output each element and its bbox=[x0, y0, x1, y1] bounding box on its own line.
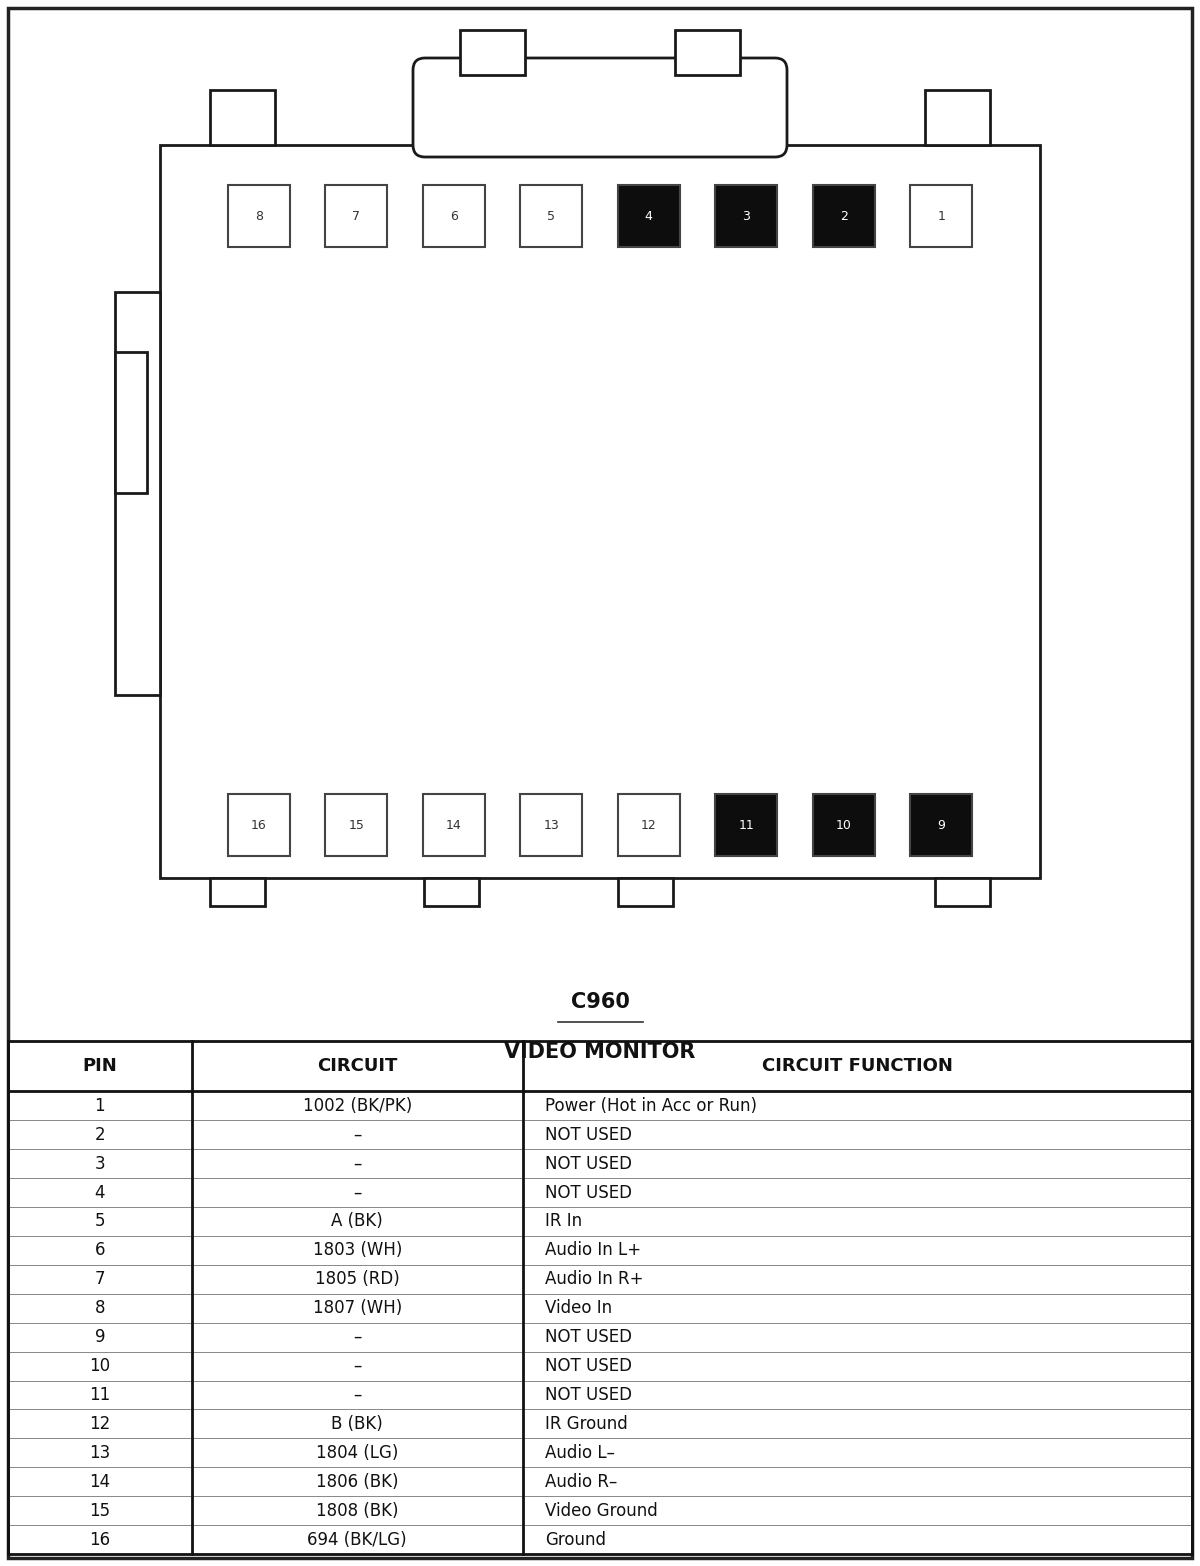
Bar bbox=[812, 185, 875, 247]
Bar bbox=[115, 352, 146, 493]
Text: 3: 3 bbox=[95, 1154, 106, 1173]
Text: 694 (BK/LG): 694 (BK/LG) bbox=[307, 1530, 407, 1549]
Text: 1805 (RD): 1805 (RD) bbox=[314, 1270, 400, 1289]
Text: –: – bbox=[353, 1328, 361, 1347]
Text: 1803 (WH): 1803 (WH) bbox=[312, 1242, 402, 1259]
Text: 1804 (LG): 1804 (LG) bbox=[316, 1444, 398, 1461]
Text: 1: 1 bbox=[95, 1096, 106, 1115]
Text: 1807 (WH): 1807 (WH) bbox=[313, 1300, 402, 1317]
Bar bbox=[715, 794, 778, 857]
Text: –: – bbox=[353, 1358, 361, 1375]
Text: Power (Hot in Acc or Run): Power (Hot in Acc or Run) bbox=[545, 1096, 757, 1115]
Text: 8: 8 bbox=[95, 1300, 106, 1317]
Bar bbox=[210, 89, 275, 146]
Text: 15: 15 bbox=[89, 1502, 110, 1519]
Bar bbox=[460, 30, 526, 75]
Text: Video Ground: Video Ground bbox=[545, 1502, 658, 1519]
Bar bbox=[911, 185, 972, 247]
Text: 1808 (BK): 1808 (BK) bbox=[316, 1502, 398, 1519]
Text: 12: 12 bbox=[641, 819, 656, 832]
Text: Video In: Video In bbox=[545, 1300, 612, 1317]
Text: IR In: IR In bbox=[545, 1212, 582, 1231]
Bar bbox=[325, 794, 388, 857]
Text: 6: 6 bbox=[450, 210, 457, 222]
Text: –: – bbox=[353, 1386, 361, 1405]
Text: NOT USED: NOT USED bbox=[545, 1126, 632, 1143]
Text: 7: 7 bbox=[95, 1270, 106, 1289]
Bar bbox=[674, 30, 740, 75]
Text: NOT USED: NOT USED bbox=[545, 1358, 632, 1375]
Bar bbox=[925, 89, 990, 146]
Text: B (BK): B (BK) bbox=[331, 1416, 383, 1433]
Bar bbox=[325, 185, 388, 247]
Text: 16: 16 bbox=[251, 819, 266, 832]
Text: 4: 4 bbox=[644, 210, 653, 222]
Bar bbox=[210, 879, 265, 907]
Text: 5: 5 bbox=[95, 1212, 106, 1231]
Bar bbox=[935, 879, 990, 907]
Bar bbox=[618, 794, 679, 857]
Bar bbox=[228, 794, 289, 857]
Text: 1806 (BK): 1806 (BK) bbox=[316, 1472, 398, 1491]
Bar bbox=[160, 146, 1040, 879]
Text: 10: 10 bbox=[89, 1358, 110, 1375]
Text: Audio In L+: Audio In L+ bbox=[545, 1242, 641, 1259]
Text: 13: 13 bbox=[89, 1444, 110, 1461]
Text: 11: 11 bbox=[89, 1386, 110, 1405]
Text: PIN: PIN bbox=[83, 1057, 118, 1076]
Text: NOT USED: NOT USED bbox=[545, 1386, 632, 1405]
Bar bbox=[618, 879, 673, 907]
Text: 14: 14 bbox=[446, 819, 462, 832]
Bar bbox=[228, 185, 289, 247]
Bar bbox=[812, 794, 875, 857]
Bar bbox=[424, 879, 479, 907]
Text: CIRCUIT: CIRCUIT bbox=[317, 1057, 397, 1076]
Bar bbox=[521, 185, 582, 247]
Text: 10: 10 bbox=[836, 819, 852, 832]
Bar bbox=[422, 794, 485, 857]
Text: NOT USED: NOT USED bbox=[545, 1154, 632, 1173]
Bar bbox=[115, 291, 160, 695]
FancyBboxPatch shape bbox=[413, 58, 787, 157]
Text: –: – bbox=[353, 1154, 361, 1173]
Text: Audio In R+: Audio In R+ bbox=[545, 1270, 643, 1289]
Text: NOT USED: NOT USED bbox=[545, 1184, 632, 1201]
Text: CIRCUIT FUNCTION: CIRCUIT FUNCTION bbox=[762, 1057, 953, 1076]
Text: 3: 3 bbox=[743, 210, 750, 222]
Bar bbox=[8, 1041, 1192, 1553]
Text: 11: 11 bbox=[738, 819, 754, 832]
Text: IR Ground: IR Ground bbox=[545, 1416, 628, 1433]
Text: 13: 13 bbox=[544, 819, 559, 832]
Text: 5: 5 bbox=[547, 210, 556, 222]
Text: 9: 9 bbox=[937, 819, 946, 832]
Text: 4: 4 bbox=[95, 1184, 106, 1201]
Bar bbox=[715, 185, 778, 247]
Text: 15: 15 bbox=[348, 819, 364, 832]
Text: –: – bbox=[353, 1126, 361, 1143]
Bar bbox=[422, 185, 485, 247]
Bar bbox=[618, 185, 679, 247]
Text: Audio R–: Audio R– bbox=[545, 1472, 618, 1491]
Text: 9: 9 bbox=[95, 1328, 106, 1347]
Text: 12: 12 bbox=[89, 1416, 110, 1433]
Text: Ground: Ground bbox=[545, 1530, 606, 1549]
Text: 2: 2 bbox=[840, 210, 847, 222]
Text: Audio L–: Audio L– bbox=[545, 1444, 616, 1461]
Text: 14: 14 bbox=[89, 1472, 110, 1491]
Text: 7: 7 bbox=[353, 210, 360, 222]
Text: 6: 6 bbox=[95, 1242, 106, 1259]
Text: VIDEO MONITOR: VIDEO MONITOR bbox=[504, 1043, 696, 1062]
Text: 16: 16 bbox=[89, 1530, 110, 1549]
Text: 2: 2 bbox=[95, 1126, 106, 1143]
Text: NOT USED: NOT USED bbox=[545, 1328, 632, 1347]
Text: A (BK): A (BK) bbox=[331, 1212, 383, 1231]
Text: 1002 (BK/PK): 1002 (BK/PK) bbox=[302, 1096, 412, 1115]
Text: 1: 1 bbox=[937, 210, 946, 222]
Bar bbox=[521, 794, 582, 857]
Bar bbox=[911, 794, 972, 857]
Text: 8: 8 bbox=[254, 210, 263, 222]
Text: –: – bbox=[353, 1184, 361, 1201]
Text: C960: C960 bbox=[570, 993, 630, 1013]
